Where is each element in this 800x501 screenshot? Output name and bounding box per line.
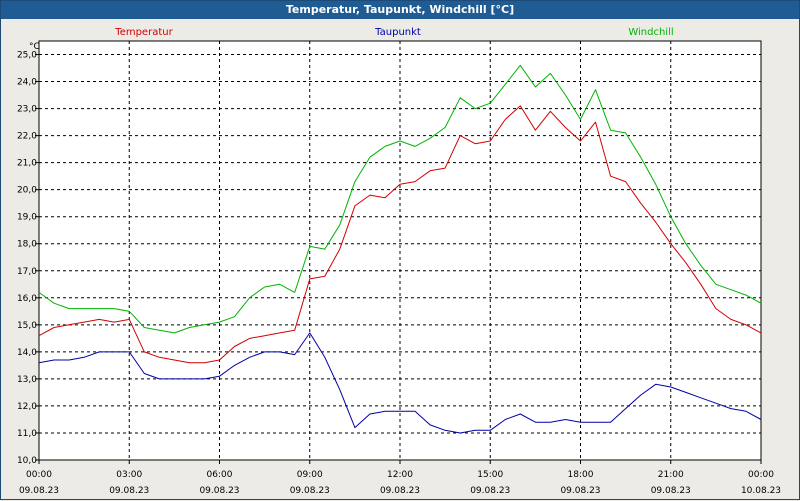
x-tick-date: 09.08.23 (560, 486, 600, 496)
x-tick-date: 09.08.23 (380, 486, 420, 496)
series-line-taupunkt (38, 332, 762, 434)
y-tick-label: 21,0 (17, 159, 37, 169)
y-axis: 10,0 11,0 12,0 13,0 14,0 15,0 16,0 17,0 18,0 19,0… (17, 51, 39, 466)
y-tick-label: 19,0 (17, 213, 37, 223)
x-tick-time: 21:00 (658, 470, 684, 480)
legend-item-temperatur: Temperatur (114, 27, 173, 38)
x-tick-date: 09.08.23 (470, 486, 510, 496)
x-tick-time: 09:00 (297, 470, 323, 480)
x-tick-date: 09.08.23 (109, 486, 149, 496)
y-tick-label: 25,0 (17, 51, 37, 61)
y-tick-label: 13,0 (17, 375, 37, 385)
series-lines (38, 64, 762, 434)
x-tick-time: 03:00 (116, 470, 142, 480)
x-tick-time: 15:00 (477, 470, 503, 480)
y-tick-label: 23,0 (17, 105, 37, 115)
y-tick-label: 15,0 (17, 321, 37, 331)
x-tick-time: 18:00 (568, 470, 594, 480)
y-tick-label: 11,0 (17, 429, 37, 439)
y-tick-label: 12,0 (17, 402, 37, 412)
y-tick-label: 18,0 (17, 240, 37, 250)
x-tick-time: 00:00 (748, 470, 774, 480)
x-tick-date: 09.08.23 (290, 486, 330, 496)
y-tick-label: 16,0 (17, 294, 37, 304)
legend: Temperatur Taupunkt Windchill (114, 27, 673, 38)
x-tick-date: 09.08.23 (651, 486, 691, 496)
series-line-windchill (38, 64, 762, 334)
y-tick-label: 22,0 (17, 132, 37, 142)
legend-item-windchill: Windchill (628, 27, 673, 38)
x-tick-date: 09.08.23 (19, 486, 59, 496)
y-tick-label: 24,0 (17, 78, 37, 88)
x-tick-date: 10.08.23 (741, 486, 781, 496)
y-tick-label: 20,0 (17, 186, 37, 196)
y-tick-label: 17,0 (17, 267, 37, 277)
legend-item-taupunkt: Taupunkt (374, 27, 421, 38)
x-tick-time: 12:00 (387, 470, 413, 480)
y-tick-label: 10,0 (17, 456, 37, 466)
grid-lines (39, 41, 761, 460)
x-axis: 00:00 09.08.23 03:00 09.08.23 06:00 09.08.23 0… (19, 460, 781, 496)
y-axis-label: °C (29, 42, 40, 52)
x-tick-time: 00:00 (26, 470, 52, 480)
x-tick-time: 06:00 (207, 470, 233, 480)
y-tick-label: 14,0 (17, 348, 37, 358)
x-tick-date: 09.08.23 (199, 486, 239, 496)
chart-title: Temperatur, Taupunkt, Windchill [°C] (1, 1, 799, 19)
series-line-temperatur (38, 105, 762, 364)
